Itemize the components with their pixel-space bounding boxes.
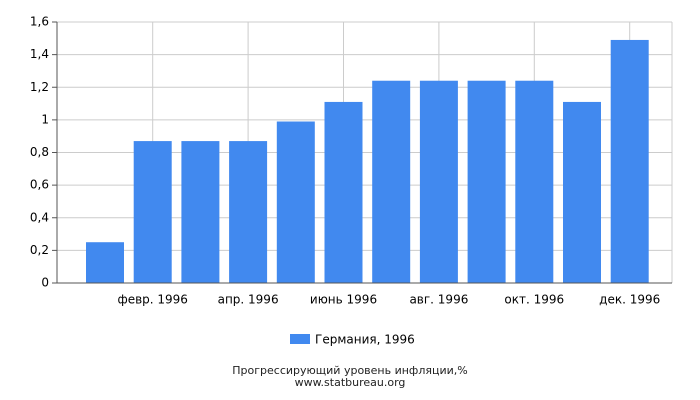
x-tick-label: авг. 1996 <box>409 293 468 307</box>
bar <box>563 101 601 284</box>
x-tick-label: июнь 1996 <box>310 293 377 307</box>
y-tick-label: 0,6 <box>30 178 49 192</box>
bar <box>467 80 506 283</box>
bar <box>419 80 458 283</box>
bar <box>181 141 220 283</box>
y-tick-label: 1,4 <box>30 47 49 61</box>
legend-swatch <box>290 334 310 344</box>
bar <box>276 121 315 283</box>
bar <box>133 141 172 283</box>
y-tick-label: 1,6 <box>30 15 49 29</box>
bar <box>515 80 554 283</box>
y-tick-label: 0,4 <box>30 210 49 224</box>
source: www.statbureau.org <box>295 376 406 389</box>
x-tick-label: дек. 1996 <box>599 293 660 307</box>
y-tick-label: 0,2 <box>30 243 49 257</box>
bar <box>86 242 124 283</box>
x-tick-label: февр. 1996 <box>117 293 188 307</box>
x-tick-label: апр. 1996 <box>218 293 279 307</box>
legend-label: Германия, 1996 <box>315 333 415 347</box>
bar <box>610 39 649 283</box>
y-tick-label: 1,2 <box>30 80 49 94</box>
x-tick-label: окт. 1996 <box>504 293 564 307</box>
bar <box>324 101 363 284</box>
chart-title: Прогрессирующий уровень инфляции,% <box>232 364 467 377</box>
y-tick-label: 0 <box>41 276 49 290</box>
bar <box>229 141 268 283</box>
y-tick-label: 0,8 <box>30 145 49 159</box>
y-tick-label: 1 <box>41 112 49 126</box>
bar <box>372 80 411 283</box>
